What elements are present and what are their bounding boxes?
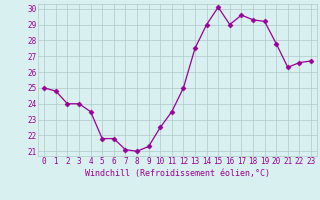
X-axis label: Windchill (Refroidissement éolien,°C): Windchill (Refroidissement éolien,°C) <box>85 169 270 178</box>
